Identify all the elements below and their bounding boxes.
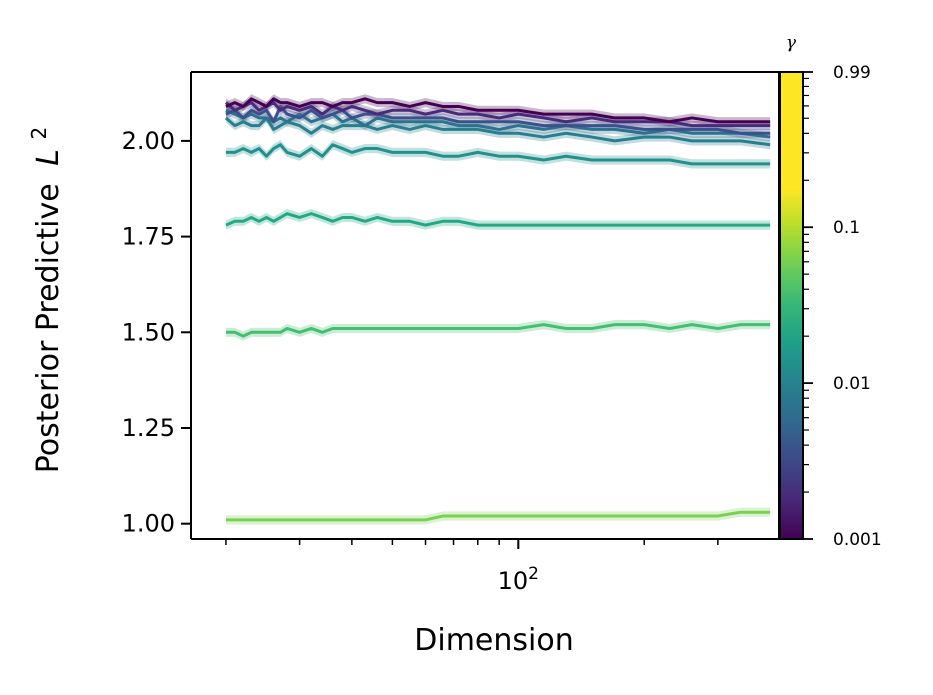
colorbar-label: γ	[786, 33, 797, 53]
y-axis-label: Posterior Predictive L 2	[27, 127, 66, 474]
colorbar-tick-label: 0.001	[833, 530, 882, 550]
colorbar: 0.001 0.01 0.1 0.99 γ	[779, 33, 882, 550]
series-line-gamma-0.05	[225, 143, 771, 166]
series-line-gamma-0.001	[225, 97, 771, 124]
y-axis-label-sup: 2	[27, 127, 51, 140]
y-axis-label-text: Posterior Predictive	[31, 183, 66, 473]
series-line-gamma-0.005	[225, 104, 771, 135]
y-axis-label-symbol: L	[31, 149, 66, 166]
colorbar-tick-label: 0.1	[833, 218, 860, 238]
y-tick-label: 1.25	[122, 414, 175, 442]
y-tick-label: 1.75	[122, 223, 175, 251]
confidence-bands	[225, 94, 771, 525]
series-line-gamma-0.4	[225, 323, 771, 338]
colorbar-tick-label: 0.99	[833, 63, 871, 83]
x-axis-label: Dimension	[414, 623, 573, 658]
series-lines	[224, 97, 771, 522]
y-tick-label: 1.50	[122, 318, 175, 346]
series-line-gamma-0.02	[224, 116, 771, 147]
y-tick-label: 2.00	[122, 127, 175, 155]
y-tick-label: 1.00	[122, 510, 175, 538]
x-tick-label: 102	[498, 564, 539, 595]
series-line-gamma-0.002	[224, 101, 771, 128]
colorbar-gradient	[779, 71, 804, 540]
axes: 1.00 1.25 1.50 1.75 2.00 102	[122, 71, 780, 595]
colorbar-tick-label: 0.01	[833, 374, 871, 394]
series-line-gamma-0.15	[225, 212, 771, 227]
series-line-gamma-0.99	[225, 510, 771, 522]
